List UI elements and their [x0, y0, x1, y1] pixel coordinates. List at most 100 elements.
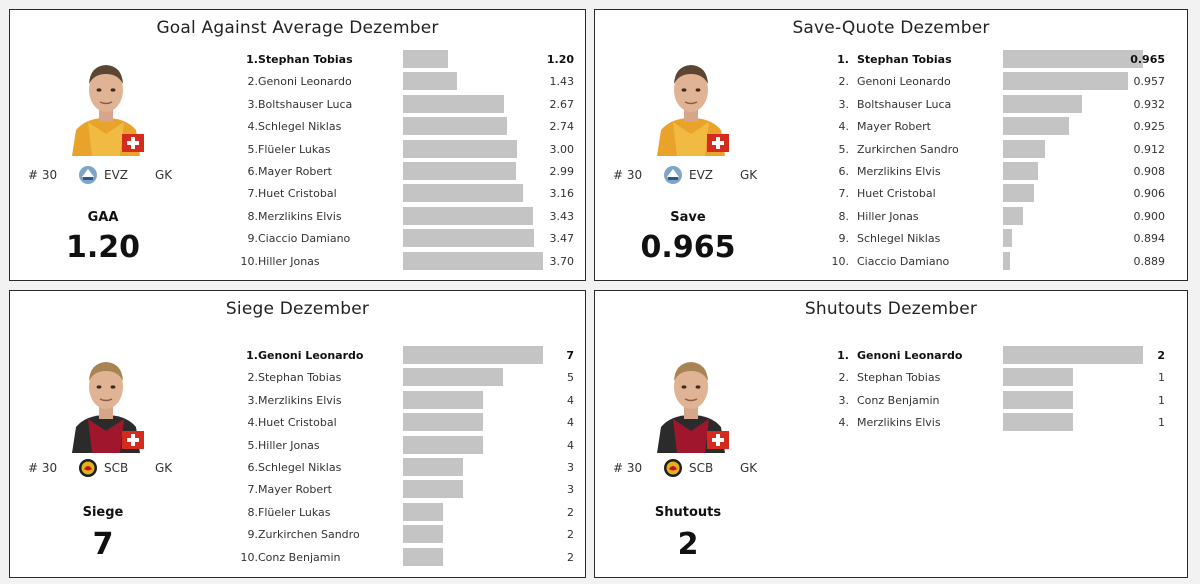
stat-value: 1.20: [65, 230, 141, 265]
player-number: # 30: [613, 168, 643, 182]
row-rank: 1.: [837, 53, 849, 66]
bar-mark: [1003, 117, 1070, 136]
team-abbr: SCB: [689, 461, 714, 475]
row-player-name: Stephan Tobias: [258, 371, 342, 385]
table-row: 10. Conz Benjamin 2: [10, 546, 585, 568]
row-rank: 7.: [247, 483, 259, 497]
bar-mark: [403, 368, 503, 387]
table-row: 9. Zurkirchen Sandro 2: [10, 523, 585, 545]
row-rank: 3.: [838, 97, 850, 111]
swiss-flag-icon: [707, 431, 729, 449]
row-value: 0.965: [1130, 53, 1165, 66]
player-meta: # 30 EVZ GK: [28, 165, 208, 187]
table-row: 8. Flüeler Lukas 2: [10, 501, 585, 523]
row-value: 4: [567, 416, 574, 430]
row-rank: 2.: [247, 75, 259, 89]
team-abbr: EVZ: [689, 168, 714, 182]
row-player-name: Huet Cristobal: [258, 416, 337, 430]
row-value: 0.894: [1133, 232, 1166, 246]
bar-mark: [403, 480, 463, 499]
row-rank: 1.: [246, 53, 258, 66]
row-value: 4: [567, 393, 574, 407]
table-row: 9. Ciaccio Damiano 3.47: [10, 227, 585, 249]
stat-value: 7: [92, 527, 114, 562]
row-player-name: Flüeler Lukas: [258, 142, 331, 156]
row-rank: 8.: [247, 505, 259, 519]
bar-mark: [403, 94, 505, 113]
row-value: 0.957: [1133, 75, 1166, 89]
bar-mark: [403, 547, 443, 566]
row-player-name: Schlegel Niklas: [258, 120, 342, 134]
row-value: 0.906: [1133, 187, 1166, 201]
bar-mark: [403, 251, 543, 270]
table-row: 8. Hiller Jonas 0.900: [595, 205, 1187, 227]
bar-mark: [1003, 206, 1024, 225]
row-player-name: Genoni Leonardo: [857, 75, 951, 89]
bar-mark: [403, 525, 443, 544]
team-abbr: SCB: [104, 461, 129, 475]
table-row: 2. Stephan Tobias 1: [595, 366, 1187, 388]
table-row: 7. Mayer Robert 3: [10, 478, 585, 500]
swiss-flag-icon: [707, 134, 729, 152]
player-photo: [651, 349, 731, 453]
table-row: 10. Hiller Jonas 3.70: [10, 250, 585, 272]
row-rank: 2.: [838, 75, 850, 89]
row-value: 3: [567, 483, 574, 497]
row-value: 2.67: [549, 97, 575, 111]
row-player-name: Merzlikins Elvis: [258, 209, 342, 223]
row-rank: 5.: [247, 438, 259, 452]
row-rank: 1.: [246, 349, 258, 362]
row-value: 0.932: [1133, 97, 1166, 111]
table-row: 3. Boltshauser Luca 0.932: [595, 93, 1187, 115]
bar-mark: [1003, 251, 1010, 270]
stat-value: 0.965: [640, 230, 736, 265]
player-photo: [66, 349, 146, 453]
player-portrait-icon: [72, 362, 144, 453]
row-value: 2.99: [549, 165, 575, 178]
row-player-name: Merzlikins Elvis: [258, 393, 342, 407]
bar-mark: [403, 413, 483, 432]
panel-title: Goal Against Average Dezember: [156, 18, 439, 38]
row-player-name: Merzlikins Elvis: [857, 416, 941, 430]
player-portrait-icon: [72, 65, 144, 156]
row-value: 0.912: [1133, 142, 1166, 156]
row-rank: 2.: [247, 371, 259, 385]
table-row: 1. Stephan Tobias 1.20: [10, 48, 585, 70]
bar-mark: [1003, 72, 1129, 91]
player-meta: # 30 SCB GK: [28, 458, 208, 480]
player-portrait-icon: [657, 65, 729, 156]
scb-logo-icon: [664, 459, 682, 477]
table-row: 5. Hiller Jonas 4: [10, 434, 585, 456]
bar-mark: [403, 346, 543, 364]
bar-mark: [403, 206, 533, 225]
row-rank: 6.: [247, 461, 259, 474]
row-rank: 1.: [837, 349, 849, 362]
row-player-name: Stephan Tobias: [857, 53, 952, 66]
row-player-name: Mayer Robert: [258, 165, 332, 178]
table-row: 6. Mayer Robert 2.99: [10, 160, 585, 182]
row-value: 3.43: [549, 209, 575, 223]
bar-mark: [1003, 139, 1046, 158]
table-row: 8. Merzlikins Elvis 3.43: [10, 205, 585, 227]
table-row: 7. Huet Cristobal 3.16: [10, 182, 585, 204]
row-player-name: Mayer Robert: [857, 120, 931, 134]
table-row: 7. Huet Cristobal 0.906: [595, 182, 1187, 204]
table-row: 3. Conz Benjamin 1: [595, 389, 1187, 411]
bar-mark: [403, 435, 483, 454]
player-photo: [66, 52, 146, 156]
player-meta: # 30 SCB GK: [613, 458, 793, 480]
row-player-name: Zurkirchen Sandro: [258, 528, 360, 542]
row-player-name: Genoni Leonardo: [258, 75, 352, 89]
chart-panel-shutouts: Shutouts Dezember # 30 SCB GK Shutouts 2…: [594, 290, 1188, 578]
player-position: GK: [740, 461, 758, 475]
row-rank: 10.: [240, 254, 259, 268]
stat-label: Save: [670, 210, 706, 225]
bar-mark: [1003, 184, 1035, 203]
swiss-flag-icon: [122, 431, 144, 449]
table-row: 2. Genoni Leonardo 1.43: [10, 70, 585, 92]
table-row: 5. Flüeler Lukas 3.00: [10, 138, 585, 160]
chart-panel-gaa: Goal Against Average Dezember # 30 EVZ G…: [9, 9, 586, 281]
row-rank: 4.: [247, 120, 259, 134]
table-row: 4. Merzlikins Elvis 1: [595, 411, 1187, 433]
swiss-flag-icon: [122, 134, 144, 152]
